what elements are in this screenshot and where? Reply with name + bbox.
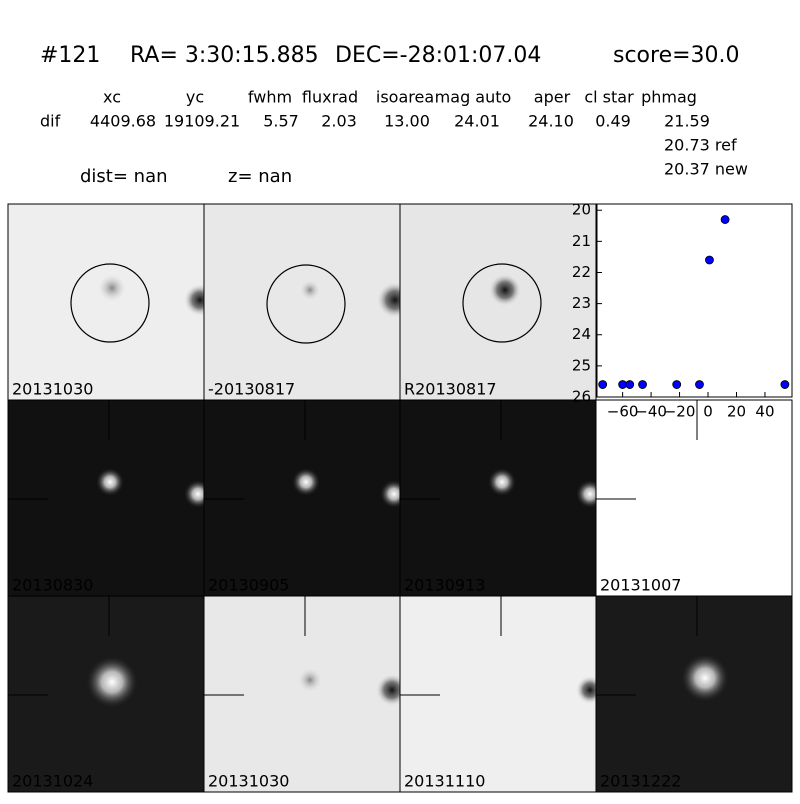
y-tick-label: 23 — [572, 294, 591, 312]
x-tick-label: 20 — [727, 403, 746, 421]
data-point — [625, 380, 635, 389]
y-tick-label: 22 — [572, 263, 591, 281]
column-header: phmag — [641, 88, 697, 107]
panel-label: 20131110 — [404, 772, 485, 791]
dist: dist= nan — [80, 166, 168, 187]
column-header: xc — [103, 88, 121, 107]
panel-label: 20131030 — [208, 772, 289, 791]
aperture — [462, 263, 542, 343]
column-header: cl star — [584, 88, 634, 107]
row-value: 13.00 — [384, 112, 430, 131]
column-header: mag auto — [435, 88, 512, 107]
plot-area — [596, 203, 793, 398]
column-header: yc — [186, 88, 204, 107]
column-header: fluxrad — [302, 88, 358, 107]
stamp-image — [399, 595, 597, 793]
source-blob — [488, 468, 516, 496]
x-tick-label: 40 — [755, 403, 774, 421]
ra: RA= 3:30:15.885 — [130, 43, 319, 68]
row-value: 19109.21 — [164, 112, 240, 131]
y-tick-label: 25 — [572, 356, 591, 374]
y-tick-label: 26 — [572, 388, 591, 406]
panel-label: 20130913 — [404, 576, 485, 595]
source-blob — [681, 654, 729, 702]
x-tick-label: −60 — [607, 403, 639, 421]
aperture — [70, 263, 150, 343]
column-header: isoarea — [376, 88, 434, 107]
stamp-image — [203, 595, 401, 793]
column-header: aper — [534, 88, 571, 107]
stamp-image — [399, 399, 597, 597]
panel-label: 20131007 — [600, 576, 681, 595]
panel-label: -20130817 — [208, 380, 295, 399]
aperture — [266, 264, 346, 344]
source-blob — [292, 468, 320, 496]
column-header: fwhm — [248, 88, 292, 107]
redshift: z= nan — [228, 166, 292, 187]
row-label: dif — [40, 112, 61, 131]
data-point — [780, 380, 790, 389]
row-value: 4409.68 — [90, 112, 156, 131]
source-blob — [86, 656, 138, 708]
panel-label: 20131030 — [12, 380, 93, 399]
dec: DEC=-28:01:07.04 — [335, 43, 541, 68]
data-point — [695, 380, 704, 389]
data-point — [705, 255, 714, 265]
stamp-image — [203, 399, 401, 597]
panel-label: 20131024 — [12, 772, 93, 791]
x-tick-label: 0 — [703, 403, 713, 421]
panel-label: 20130905 — [208, 576, 289, 595]
y-tick-label: 21 — [572, 232, 591, 250]
stamp-image — [7, 203, 205, 401]
stamp-image — [203, 203, 401, 401]
data-point — [598, 380, 608, 389]
panel-label: 20131222 — [600, 772, 681, 791]
row-value: 5.57 — [263, 112, 299, 131]
x-tick-label: −20 — [664, 403, 696, 421]
source-blob — [489, 274, 521, 306]
row-value: 24.10 — [528, 112, 574, 131]
new-mag: 20.37 new — [664, 160, 748, 179]
ref-mag: 20.73 ref — [664, 136, 737, 155]
source-blob — [300, 280, 320, 300]
stamp-image — [595, 399, 793, 597]
panel-label: 20130830 — [12, 576, 93, 595]
source-blob — [98, 274, 126, 302]
x-tick-label: −40 — [635, 403, 667, 421]
data-point — [672, 380, 682, 389]
y-tick-label: 24 — [572, 325, 591, 343]
row-value: 24.01 — [454, 112, 500, 131]
source-blob — [96, 468, 124, 496]
stamp-image — [7, 399, 205, 597]
data-point — [720, 215, 730, 224]
data-point — [638, 380, 647, 389]
score: score=30.0 — [613, 43, 740, 68]
panel-label: R20130817 — [404, 380, 497, 399]
row-value: 0.49 — [595, 112, 631, 131]
y-tick-label: 20 — [572, 201, 591, 219]
row-value: 2.03 — [321, 112, 357, 131]
row-value: 21.59 — [664, 112, 710, 131]
object-id: #121 — [40, 43, 100, 68]
source-blob — [298, 668, 322, 692]
